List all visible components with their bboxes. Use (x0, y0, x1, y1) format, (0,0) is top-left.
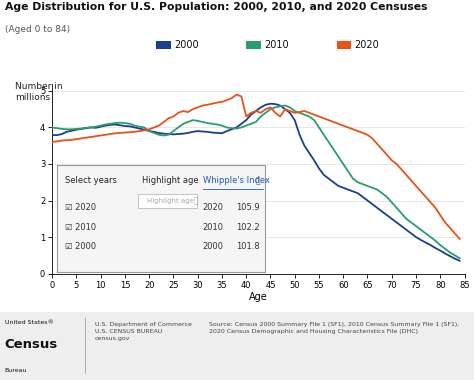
Text: (Aged 0 to 84): (Aged 0 to 84) (5, 25, 70, 35)
Text: 101.8: 101.8 (236, 242, 260, 251)
Text: ⓘ: ⓘ (255, 176, 260, 185)
Text: 2000: 2000 (203, 242, 224, 251)
Text: Highlight age: Highlight age (146, 198, 193, 204)
Text: 2020: 2020 (354, 40, 379, 50)
Text: 2010: 2010 (203, 223, 224, 231)
Text: 2020: 2020 (203, 203, 224, 212)
Text: Select years: Select years (65, 176, 117, 185)
Text: ☑ 2020: ☑ 2020 (65, 203, 96, 212)
Text: Highlight age: Highlight age (142, 176, 199, 185)
Text: 102.2: 102.2 (236, 223, 260, 231)
Text: Census: Census (5, 337, 58, 351)
Text: 2000: 2000 (174, 40, 199, 50)
Text: 2010: 2010 (264, 40, 289, 50)
X-axis label: Age: Age (249, 292, 268, 302)
Text: United States®: United States® (5, 320, 54, 325)
Text: ⌕: ⌕ (193, 196, 198, 206)
Text: ☑ 2010: ☑ 2010 (65, 223, 96, 231)
Text: Whipple's Index: Whipple's Index (203, 176, 270, 185)
Text: Number in
millions: Number in millions (15, 82, 63, 102)
Text: 105.9: 105.9 (236, 203, 260, 212)
FancyBboxPatch shape (138, 194, 197, 208)
Text: Bureau: Bureau (5, 368, 27, 373)
Text: Age Distribution for U.S. Population: 2000, 2010, and 2020 Censuses: Age Distribution for U.S. Population: 20… (5, 2, 427, 12)
Text: Source: Census 2000 Summary File 1 (SF1), 2010 Census Summary File 1 (SF1),
2020: Source: Census 2000 Summary File 1 (SF1)… (209, 322, 459, 334)
Text: ☑ 2000: ☑ 2000 (65, 242, 96, 251)
Text: U.S. Department of Commerce
U.S. CENSUS BUREAU
census.gov: U.S. Department of Commerce U.S. CENSUS … (95, 322, 191, 341)
